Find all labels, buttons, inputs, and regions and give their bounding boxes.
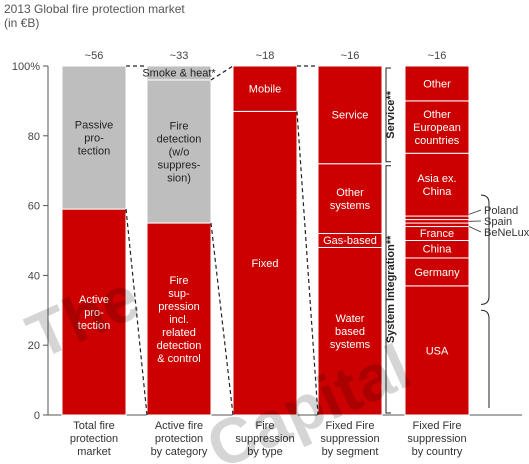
segment-label: China <box>423 244 453 256</box>
small-country-callout: Poland <box>484 205 518 217</box>
bar-segment <box>404 215 470 221</box>
bar-segment <box>61 65 127 210</box>
segment-label: pro- <box>84 132 104 144</box>
category-label: Fixed Fire <box>413 420 462 432</box>
connector-dashed-line <box>210 222 234 416</box>
y-tick-label: 80 <box>28 131 40 143</box>
bar-total-label: ~56 <box>85 50 104 62</box>
segment-label: Other <box>336 187 364 199</box>
segment-label: sup- <box>168 288 190 300</box>
side-bracket-label: System Integration** <box>385 235 397 343</box>
segment-label: countries <box>415 135 460 147</box>
bar-segment <box>404 100 470 154</box>
bar-segment <box>317 246 383 416</box>
side-bracket <box>385 67 391 163</box>
y-tick-label: 40 <box>28 270 40 282</box>
segment-label: systems <box>330 200 371 212</box>
bar-total-label: ~16 <box>341 50 360 62</box>
segment-label: pro- <box>84 307 104 319</box>
segment-label: detection <box>157 133 202 145</box>
category-label: Active fire <box>155 420 203 432</box>
category-label: protection <box>155 433 203 445</box>
bar-total-label: ~18 <box>256 50 275 62</box>
y-tick-label: 60 <box>28 201 40 213</box>
bar-segment <box>232 65 298 112</box>
segment-label: Other <box>423 78 451 90</box>
side-bracket-label: Service** <box>385 90 397 138</box>
watermark-text: Capital <box>196 330 420 464</box>
segment-label: incl. <box>169 314 189 326</box>
callout-leader-line <box>468 209 482 215</box>
connector-dashed-line <box>210 65 234 81</box>
segment-label: sion) <box>167 172 191 184</box>
bar-segment <box>404 219 470 224</box>
side-bracket <box>385 165 391 414</box>
segment-label: based <box>335 326 365 338</box>
chart-subtitle: (in €B) <box>4 16 39 30</box>
segment-label: Fixed <box>252 258 279 270</box>
category-label: suppression <box>407 433 466 445</box>
bar-total-label: ~33 <box>170 50 189 62</box>
segment-label: Fire <box>170 120 189 132</box>
category-label: Fixed Fire <box>326 420 375 432</box>
segment-label: systems <box>330 339 371 351</box>
callout-leader-line <box>468 226 482 233</box>
category-label: protection <box>70 433 118 445</box>
bar-segment <box>404 222 470 228</box>
segment-label: Gas-based <box>323 235 377 247</box>
y-tick-label: 20 <box>28 340 40 352</box>
category-label: by type <box>247 446 282 458</box>
segment-label: detection <box>157 340 202 352</box>
segment-label: USA <box>426 345 449 357</box>
category-label: by segment <box>322 446 379 458</box>
category-label: suppression <box>320 433 379 445</box>
small-country-callout: Spain <box>484 216 512 228</box>
segment-label: European <box>413 122 461 134</box>
segment-label: Water <box>336 313 365 325</box>
bar-segment <box>404 257 470 287</box>
bar-segment <box>146 65 212 81</box>
chart-title: 2013 Global fire protection market <box>4 2 185 16</box>
segment-label: Fire <box>170 275 189 287</box>
category-label: Fire <box>256 420 275 432</box>
segment-label: Smoke & heat* <box>142 67 216 79</box>
bar-segment <box>404 285 470 416</box>
segment-label: Asia ex. <box>417 173 456 185</box>
segment-label: Other <box>423 109 451 121</box>
segment-label: tection <box>78 320 110 332</box>
y-tick-label: 0 <box>34 410 40 422</box>
bar-segment <box>404 65 470 102</box>
segment-label: related <box>162 327 196 339</box>
segment-label: (w/o <box>169 146 190 158</box>
segment-label: China <box>423 186 453 198</box>
segment-label: Active <box>79 294 109 306</box>
category-label: suppression <box>235 433 294 445</box>
right-brace <box>480 194 490 305</box>
bar-segment <box>146 79 212 224</box>
category-label: by country <box>412 446 463 458</box>
bar-segment <box>317 65 383 165</box>
category-label: market <box>77 446 111 458</box>
segment-label: Passive <box>75 119 114 131</box>
segment-label: pression <box>158 301 200 313</box>
small-country-callout: BeNeLux <box>484 227 529 239</box>
connector-dashed-line <box>296 111 319 416</box>
segment-label: France <box>420 228 454 240</box>
segment-label: suppres- <box>158 159 201 171</box>
category-label: Total fire <box>73 420 115 432</box>
segment-label: Service <box>332 110 369 122</box>
bar-total-label: ~16 <box>428 50 447 62</box>
bar-segment <box>317 163 383 235</box>
right-brace <box>480 309 490 409</box>
segment-label: Germany <box>414 267 460 279</box>
y-tick-label: 100% <box>12 61 40 73</box>
category-label: by category <box>151 446 208 458</box>
segment-label: & control <box>157 353 200 365</box>
bar-segment <box>404 152 470 217</box>
segment-label: Mobile <box>249 84 281 96</box>
segment-label: tection <box>78 145 110 157</box>
bar-segment <box>146 222 212 416</box>
